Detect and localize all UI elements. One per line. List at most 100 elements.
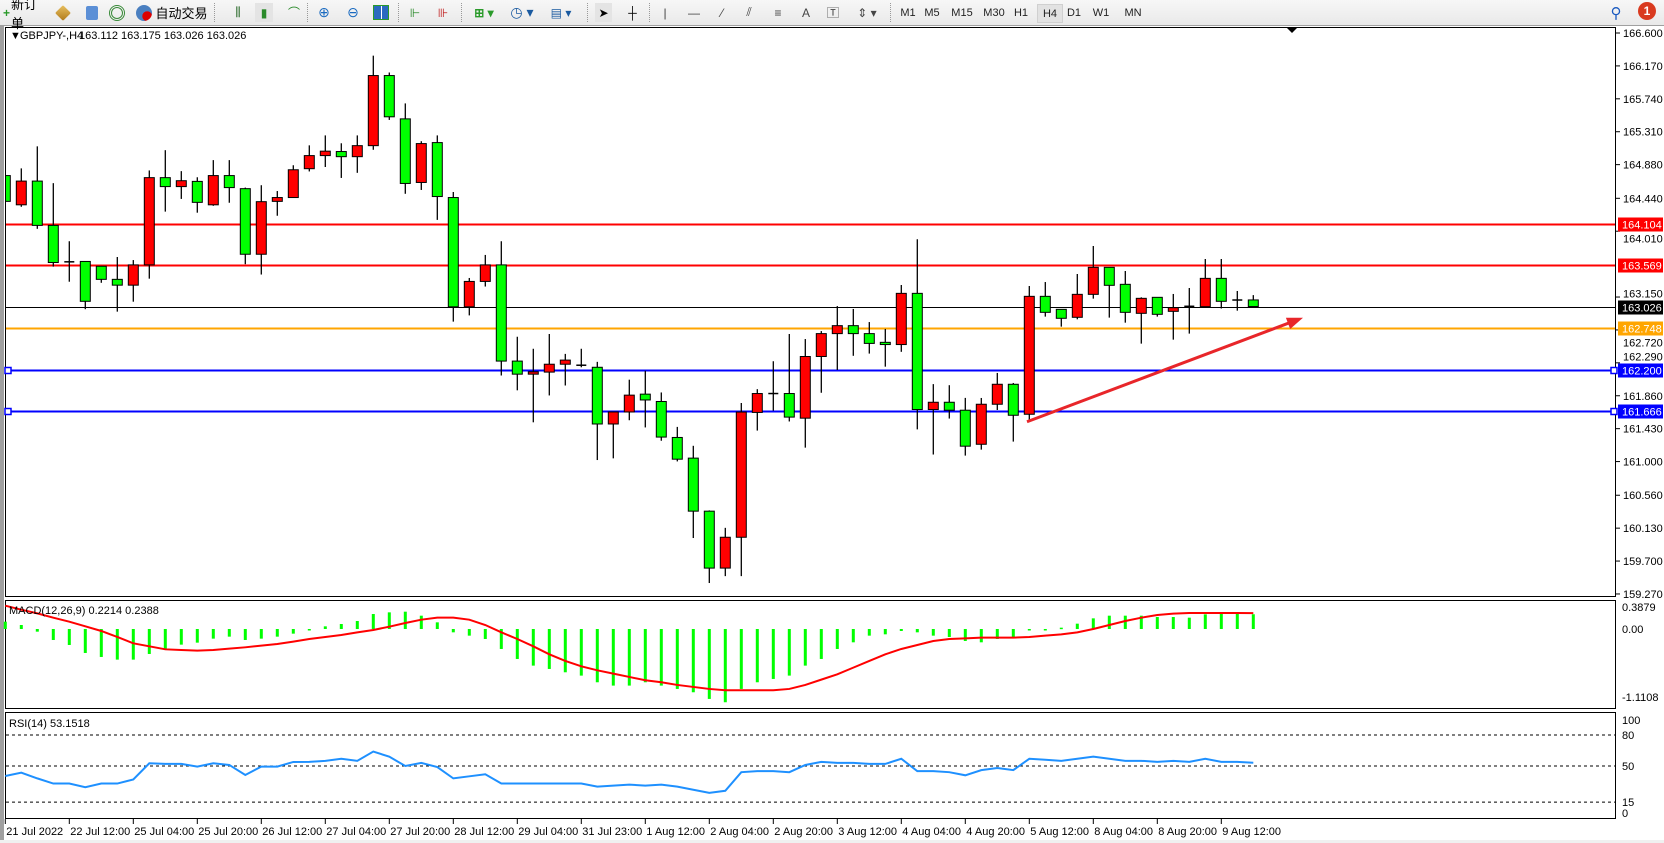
timeframe-m5[interactable]: M5 xyxy=(924,6,940,19)
templates-button[interactable]: ▤ ▾ xyxy=(545,3,577,22)
macd-histogram-bar xyxy=(643,629,647,683)
macd-histogram-bar xyxy=(1027,629,1031,631)
crosshair-button[interactable]: ┼ xyxy=(624,3,641,22)
price-label-bg xyxy=(1618,404,1663,419)
macd-histogram-bar xyxy=(1251,614,1255,629)
macd-histogram-bar xyxy=(723,629,727,703)
text-button[interactable]: A xyxy=(799,3,813,22)
macd-histogram-bar xyxy=(563,629,567,673)
macd-histogram-bar xyxy=(499,629,503,649)
timeframe-m1[interactable]: M1 xyxy=(900,6,916,19)
macd-histogram-bar xyxy=(99,629,103,657)
timeframe-w1[interactable]: W1 xyxy=(1092,6,1110,19)
timeframe-m15[interactable]: M15 xyxy=(951,6,973,19)
candle-body xyxy=(1103,266,1115,286)
timeframe-h1[interactable]: H1 xyxy=(1013,6,1029,19)
vertical-line-icon: | xyxy=(663,5,667,20)
candlestick-button[interactable]: ▮ xyxy=(255,3,273,22)
line-handle xyxy=(4,407,12,416)
vertical-line-button[interactable]: | xyxy=(658,3,672,22)
market-watch-button[interactable] xyxy=(54,3,72,22)
zoom-in-button[interactable]: ⊕ xyxy=(315,3,333,22)
cursor-button[interactable]: ➤ xyxy=(595,3,612,22)
auto-trading-button[interactable]: 自动交易 xyxy=(136,3,208,22)
arrows-button[interactable]: ⇕ ▾ xyxy=(852,3,882,22)
candle-body xyxy=(143,177,155,266)
macd-histogram-bar xyxy=(227,629,231,637)
price-label-bg xyxy=(1618,300,1663,315)
text-label-button[interactable]: 🅃 xyxy=(826,3,840,22)
chart-menu-icon[interactable]: ▼ xyxy=(10,30,21,42)
fibonacci-button[interactable]: ≡ xyxy=(770,3,786,22)
equidistant-channel-button[interactable]: ⫽ xyxy=(741,3,757,22)
trendline-button[interactable]: ⁄ xyxy=(714,3,730,22)
trend-arrow[interactable] xyxy=(1026,317,1303,424)
timeframe-m30[interactable]: M30 xyxy=(983,6,1005,19)
zoom-out-button[interactable]: ⊖ xyxy=(344,3,362,22)
time-label: 22 Jul 12:00 xyxy=(70,826,130,838)
candle xyxy=(735,402,747,577)
candle-body xyxy=(1215,277,1227,302)
candle-body xyxy=(511,360,523,375)
line-chart-button[interactable]: ⌒ xyxy=(285,3,303,22)
price-tick-label: 161.430 xyxy=(1623,424,1663,436)
candle-body xyxy=(415,143,427,183)
candle xyxy=(399,103,411,194)
signals-button[interactable] xyxy=(108,3,126,22)
macd-histogram-bar xyxy=(259,629,263,639)
candle xyxy=(1023,286,1035,421)
candle-body xyxy=(1007,383,1019,416)
rsi-label: RSI(14) 53.1518 xyxy=(9,718,90,730)
horizontal-line-button[interactable]: — xyxy=(686,3,702,22)
chart-shift-marker[interactable] xyxy=(1287,28,1297,33)
candle-body xyxy=(895,292,907,346)
window-border xyxy=(0,26,4,843)
chart-shift-button[interactable]: ⊩ xyxy=(406,3,424,22)
candle xyxy=(991,372,1003,410)
macd-tick-label: -1.1108 xyxy=(1622,692,1659,704)
symbol-label: GBPJPY-,H4 xyxy=(20,30,83,42)
macd-histogram-bar xyxy=(355,621,359,629)
zoom-in-icon: ⊕ xyxy=(318,4,330,20)
macd-tick-label: 0.3879 xyxy=(1622,602,1656,614)
bar-chart-button[interactable]: ⫼ xyxy=(229,3,247,22)
new-order-button[interactable]: + 新订单 xyxy=(3,0,45,31)
new-chart-button[interactable]: ⊞ ▾ xyxy=(469,3,499,22)
macd-histogram-bar xyxy=(323,626,327,629)
timeframe-d1[interactable]: D1 xyxy=(1066,6,1082,19)
candle-body xyxy=(463,280,475,308)
candle-body xyxy=(31,180,43,226)
candle-body xyxy=(15,180,27,206)
candles xyxy=(6,55,1259,584)
candle xyxy=(367,55,379,150)
fibonacci-icon: ≡ xyxy=(774,5,782,20)
periods-button[interactable]: ◷ ▾ xyxy=(506,3,538,22)
autoscroll-button[interactable]: ⊪ xyxy=(434,3,452,22)
candle xyxy=(768,361,779,411)
equidistant-channel-icon: ⫽ xyxy=(746,5,752,19)
candle xyxy=(879,328,891,367)
macd-histogram-bar xyxy=(3,621,7,629)
candle-body xyxy=(6,175,11,202)
notification-badge[interactable]: 1 xyxy=(1638,2,1656,20)
timeframe-mn[interactable]: MN xyxy=(1124,6,1142,19)
candle-body xyxy=(1151,296,1163,315)
macd-histogram-bar xyxy=(339,624,343,629)
toolbar: + 新订单 自动交易 ⫼ ▮ ⌒ ⊕ ⊖ ⊩ ⊪ ⊞ ▾ ◷ ▾ ▤ ▾ ➤ ┼ … xyxy=(0,0,1664,31)
candle-body xyxy=(399,118,411,184)
candle-body xyxy=(671,436,683,460)
search-button[interactable]: ⚲ xyxy=(1607,3,1625,22)
price-tick-label: 159.270 xyxy=(1623,589,1663,601)
time-label: 27 Jul 20:00 xyxy=(390,826,450,838)
macd-panel: 0.3879 0.00 -1.1108 xyxy=(3,602,1659,704)
candle xyxy=(143,170,155,279)
navigator-button[interactable] xyxy=(83,3,101,22)
timeframe-h4[interactable]: H4 xyxy=(1037,4,1063,23)
candle xyxy=(527,348,539,423)
tile-windows-button[interactable] xyxy=(372,3,390,22)
candle xyxy=(671,426,683,462)
candle xyxy=(447,192,459,322)
macd-histogram-bar xyxy=(1235,613,1239,629)
candle-body xyxy=(207,175,219,206)
